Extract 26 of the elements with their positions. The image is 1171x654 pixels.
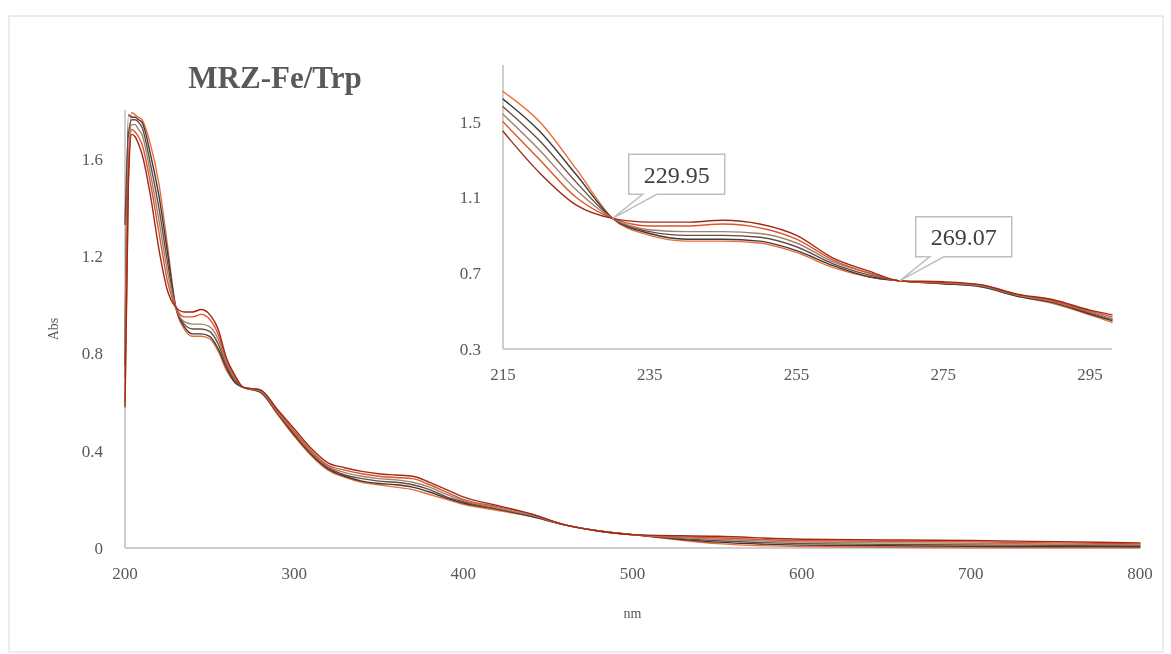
annotation: 229.95 (643, 161, 710, 188)
x-tick-label: 500 (619, 564, 646, 583)
x-tick-label: 300 (281, 564, 307, 583)
y-tick-label: 0.7 (459, 264, 482, 284)
x-tick-label: 215 (490, 365, 516, 384)
chart-title: MRZ-Fe/Trp (188, 60, 362, 95)
x-tick-label: 255 (783, 365, 810, 384)
x-tick-label: 600 (788, 564, 815, 583)
annotation: 269.07 (930, 224, 997, 251)
x-tick-label: 295 (1077, 365, 1103, 384)
x-axis-title: nm (623, 606, 642, 621)
y-tick-label: 1.6 (81, 149, 103, 169)
y-tick-label: 1.5 (459, 112, 481, 132)
x-tick-label: 275 (930, 365, 956, 384)
y-tick-label: 0.8 (81, 344, 103, 364)
x-tick-label: 800 (1127, 564, 1153, 583)
y-tick-label: 0.4 (81, 441, 104, 461)
y-tick-label: 1.2 (81, 246, 103, 266)
y-tick-label: 0.3 (459, 339, 481, 359)
x-tick-label: 700 (958, 564, 984, 583)
y-tick-label: 1.1 (459, 188, 481, 208)
x-tick-label: 400 (450, 564, 477, 583)
y-tick-label: 0 (94, 538, 103, 558)
x-tick-label: 200 (112, 564, 138, 583)
x-tick-label: 235 (637, 365, 663, 384)
y-axis-title: Abs (46, 317, 61, 341)
